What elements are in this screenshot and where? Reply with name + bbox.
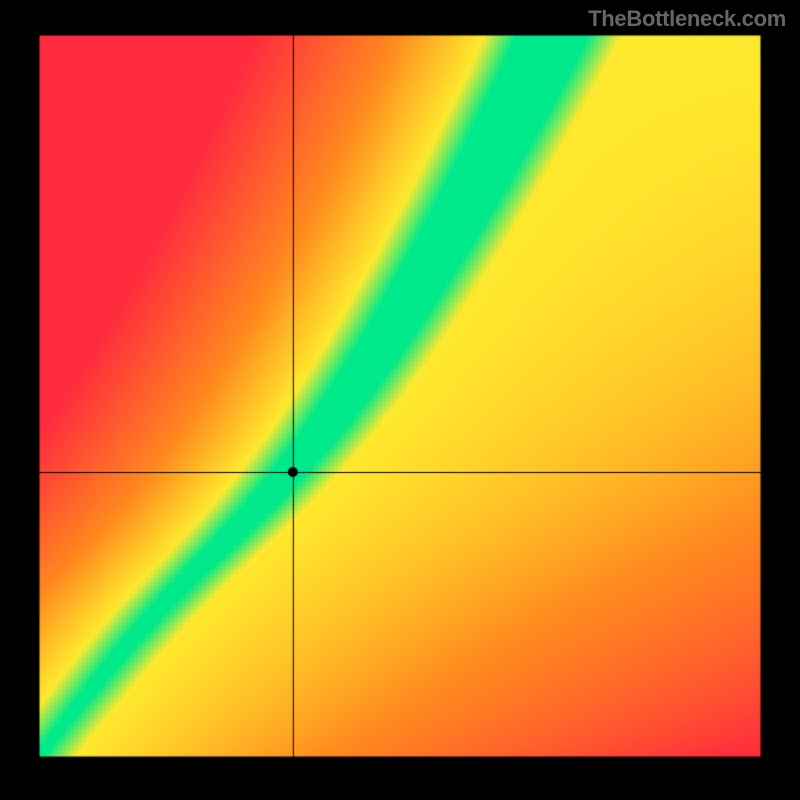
chart-container: TheBottleneck.com: [0, 0, 800, 800]
heatmap-canvas: [0, 0, 800, 800]
watermark-text: TheBottleneck.com: [588, 6, 786, 32]
